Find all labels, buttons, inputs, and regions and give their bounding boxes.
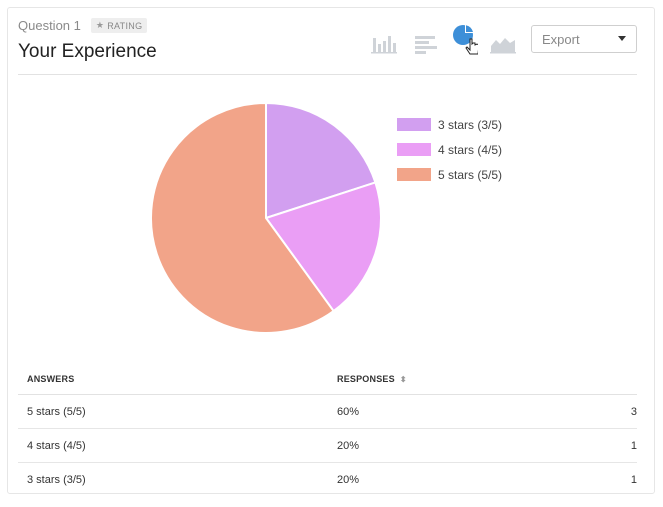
vertical-bar-chart-icon: [371, 36, 397, 54]
responses-header[interactable]: RESPONSES ⬍: [328, 374, 588, 384]
percent-cell: 20%: [337, 473, 360, 486]
table-header: ANSWERS RESPONSES ⬍: [18, 364, 637, 395]
horizontal-bar-chart-icon: [415, 36, 437, 54]
pie-slice-2[interactable]: [264, 181, 382, 313]
area-chart-button[interactable]: [489, 32, 517, 56]
answer-cell: 3 stars (3/5): [27, 473, 86, 486]
legend-swatch: [397, 168, 431, 181]
question-card: Question 1 ★ RATING Your Experience: [7, 7, 655, 494]
question-meta: Question 1 ★ RATING: [18, 18, 148, 33]
legend-label: 3 stars (3/5): [438, 117, 503, 132]
cursor-hand-icon: [465, 38, 478, 55]
rating-badge-label: RATING: [107, 20, 143, 31]
pie-slice-3[interactable]: [150, 101, 335, 334]
count-cell: 1: [630, 439, 637, 452]
pie-chart-icon: [453, 24, 478, 55]
table-row: 4 stars (4/5) 20% 1: [18, 429, 637, 463]
pie-chart: [150, 101, 382, 334]
percent-cell: 20%: [337, 439, 360, 452]
answer-cell: 4 stars (4/5): [27, 439, 86, 452]
question-number: Question 1: [18, 18, 81, 33]
horizontal-bar-chart-button[interactable]: [412, 32, 440, 56]
chevron-down-icon: [618, 36, 626, 41]
responses-header-label: RESPONSES: [337, 374, 395, 384]
answers-header: ANSWERS: [27, 374, 75, 384]
table-row: 3 stars (3/5) 20% 1: [18, 463, 637, 496]
pie-chart-button[interactable]: [450, 24, 478, 55]
count-cell: 1: [630, 473, 637, 486]
pie-slice-1[interactable]: [265, 101, 377, 220]
count-cell: 3: [630, 405, 637, 418]
legend-item[interactable]: 4 stars (4/5): [397, 137, 502, 162]
export-dropdown[interactable]: Export: [531, 25, 637, 53]
question-title: Your Experience: [18, 41, 157, 62]
answer-cell: 5 stars (5/5): [27, 405, 86, 418]
legend-label: 5 stars (5/5): [438, 167, 503, 182]
percent-cell: 60%: [337, 405, 360, 418]
header-divider: [18, 74, 637, 75]
legend-item[interactable]: 3 stars (3/5): [397, 112, 502, 137]
vertical-bar-chart-button[interactable]: [370, 32, 398, 56]
export-label: Export: [542, 31, 580, 47]
legend-item[interactable]: 5 stars (5/5): [397, 162, 502, 187]
legend-label: 4 stars (4/5): [438, 142, 503, 157]
legend-swatch: [397, 143, 431, 156]
responses-table: ANSWERS RESPONSES ⬍ 5 stars (5/5) 60% 3 …: [18, 364, 637, 496]
rating-badge: ★ RATING: [90, 18, 148, 33]
area-chart-icon: [490, 38, 516, 54]
legend-swatch: [397, 118, 431, 131]
star-icon: ★: [95, 20, 105, 30]
sort-icon[interactable]: ⬍: [399, 374, 407, 384]
table-row: 5 stars (5/5) 60% 3: [18, 395, 637, 429]
chart-legend: 3 stars (3/5) 4 stars (4/5) 5 stars (5/5): [397, 112, 502, 187]
